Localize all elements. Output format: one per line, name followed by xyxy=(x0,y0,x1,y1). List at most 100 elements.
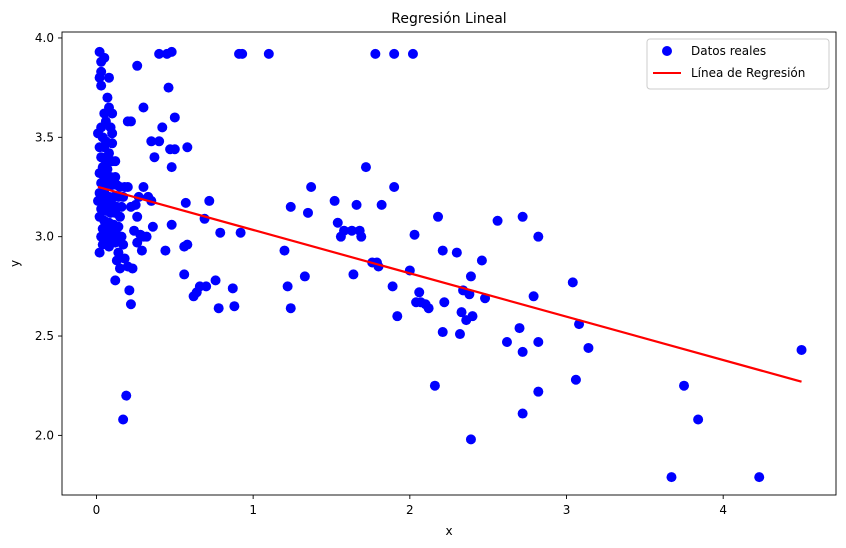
data-point xyxy=(114,211,125,222)
data-point xyxy=(157,122,168,133)
data-point xyxy=(464,289,475,300)
data-point xyxy=(679,380,690,391)
chart-title: Regresión Lineal xyxy=(391,11,506,27)
data-point xyxy=(99,108,110,119)
data-point xyxy=(132,237,143,248)
data-point xyxy=(263,48,274,59)
data-point xyxy=(213,303,224,314)
data-point xyxy=(351,199,362,210)
data-point xyxy=(113,221,124,232)
y-tick-label: 2.0 xyxy=(35,428,54,442)
x-tick-label: 4 xyxy=(719,503,727,517)
x-axis-ticks: 0 1 2 3 4 xyxy=(93,495,727,517)
data-point xyxy=(533,231,544,242)
data-point xyxy=(116,231,127,242)
legend-label-linea-regresion: Línea de Regresión xyxy=(691,66,805,80)
data-point xyxy=(107,108,118,119)
data-point xyxy=(414,287,425,298)
data-point xyxy=(179,269,190,280)
data-point xyxy=(102,92,113,103)
data-point xyxy=(125,201,136,212)
data-point xyxy=(514,323,525,334)
data-point xyxy=(154,48,165,59)
data-point xyxy=(141,231,152,242)
data-point xyxy=(387,281,398,292)
data-point xyxy=(146,136,157,147)
data-point xyxy=(306,182,317,192)
data-point xyxy=(279,245,290,256)
data-point xyxy=(302,207,313,218)
data-point xyxy=(110,172,121,183)
data-point xyxy=(118,239,129,250)
data-point xyxy=(666,472,677,483)
data-point xyxy=(570,374,581,385)
data-point xyxy=(154,136,165,147)
data-point xyxy=(169,144,180,155)
data-point xyxy=(96,80,107,91)
data-point xyxy=(132,60,143,71)
data-point xyxy=(392,311,403,322)
y-tick-label: 3.5 xyxy=(35,130,54,144)
data-point xyxy=(492,215,503,226)
data-point xyxy=(122,182,133,192)
data-point xyxy=(118,414,129,425)
data-point xyxy=(180,197,191,208)
data-point xyxy=(456,307,467,318)
data-point xyxy=(99,52,110,63)
data-point xyxy=(583,342,594,353)
data-point xyxy=(138,102,149,113)
data-point xyxy=(282,281,293,292)
data-point xyxy=(102,164,113,175)
data-point xyxy=(235,227,246,238)
data-point xyxy=(215,227,226,238)
data-point xyxy=(237,48,248,59)
data-point xyxy=(166,162,177,173)
data-point xyxy=(376,199,387,210)
plot-area xyxy=(93,46,807,483)
data-point xyxy=(110,275,121,286)
data-point xyxy=(533,386,544,397)
data-point xyxy=(433,211,444,222)
data-points-layer xyxy=(93,46,807,483)
data-point xyxy=(107,138,118,149)
data-point xyxy=(229,301,240,312)
y-tick-label: 3.0 xyxy=(35,230,54,244)
data-point xyxy=(182,142,193,153)
data-point xyxy=(332,217,343,228)
axes-frame xyxy=(61,31,837,496)
data-point xyxy=(796,344,807,355)
data-point xyxy=(113,247,124,258)
data-point xyxy=(360,162,371,173)
data-point xyxy=(210,275,221,286)
data-point xyxy=(754,472,765,483)
data-point xyxy=(533,336,544,347)
data-point xyxy=(138,182,149,192)
data-point xyxy=(517,408,528,419)
data-point xyxy=(501,336,512,347)
data-point xyxy=(439,297,450,308)
data-point xyxy=(465,271,476,282)
data-point xyxy=(94,72,105,83)
data-point xyxy=(407,48,418,59)
data-point xyxy=(201,281,212,292)
data-point xyxy=(567,277,578,288)
x-axis-label: x xyxy=(445,524,452,538)
data-point xyxy=(227,283,238,294)
data-point xyxy=(166,46,177,57)
data-point xyxy=(182,239,193,250)
x-tick-label: 3 xyxy=(563,503,571,517)
data-point xyxy=(285,201,296,212)
data-point xyxy=(356,231,367,242)
data-point xyxy=(476,255,487,266)
regression-line-layer xyxy=(97,185,802,383)
data-point xyxy=(191,287,202,298)
data-point xyxy=(423,303,434,314)
data-point xyxy=(389,182,400,192)
data-point xyxy=(429,380,440,391)
data-point xyxy=(409,229,420,240)
data-point xyxy=(124,285,135,296)
data-point xyxy=(104,148,114,159)
data-point xyxy=(114,263,125,274)
